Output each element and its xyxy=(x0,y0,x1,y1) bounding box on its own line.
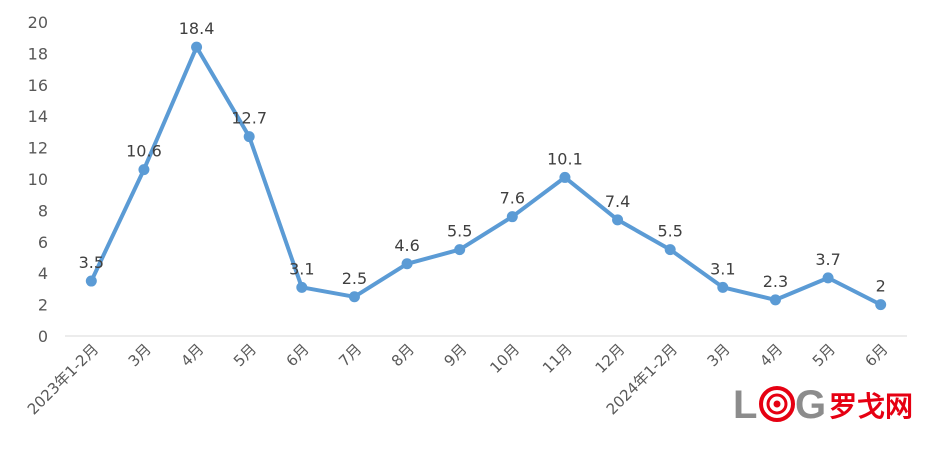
x-tick-label: 12月 xyxy=(592,340,629,377)
logo: L G 罗戈网 xyxy=(733,383,913,427)
x-tick-label: 3月 xyxy=(125,340,155,370)
y-tick-label: 20 xyxy=(28,13,48,32)
x-tick-label: 11月 xyxy=(539,340,576,377)
y-tick-label: 18 xyxy=(28,44,48,63)
logo-brand-name: 罗戈网 xyxy=(829,390,913,423)
data-point xyxy=(875,299,887,311)
logo-letter-g: G xyxy=(795,383,826,427)
x-tick-label: 9月 xyxy=(440,340,470,370)
x-tick-label: 4月 xyxy=(756,340,786,370)
data-label: 3.1 xyxy=(289,259,314,278)
y-axis: 0 2 4 6 8 10 12 14 16 18 20 xyxy=(28,13,48,346)
target-icon xyxy=(759,386,795,422)
data-label: 10.1 xyxy=(547,149,583,168)
data-point xyxy=(454,244,466,256)
data-point xyxy=(559,171,571,183)
data-label: 3.7 xyxy=(815,250,840,269)
data-point xyxy=(243,131,255,143)
data-point xyxy=(85,275,97,287)
x-tick-label: 2023年1-2月 xyxy=(24,340,102,418)
data-label: 3.5 xyxy=(79,253,104,272)
data-point xyxy=(191,41,203,53)
data-point xyxy=(822,272,834,284)
x-tick-label: 8月 xyxy=(388,340,418,370)
data-label: 7.6 xyxy=(500,189,525,208)
data-point xyxy=(138,164,150,176)
y-tick-label: 6 xyxy=(38,233,48,252)
data-label: 12.7 xyxy=(231,109,267,128)
y-tick-label: 2 xyxy=(38,296,48,315)
series-line xyxy=(89,45,883,307)
data-label: 3.1 xyxy=(710,259,735,278)
data-point xyxy=(348,291,360,303)
y-tick-label: 14 xyxy=(28,107,48,126)
data-label: 2.3 xyxy=(763,272,788,291)
data-label: 18.4 xyxy=(179,19,215,38)
y-tick-label: 4 xyxy=(38,264,48,283)
data-point xyxy=(506,211,518,223)
data-point xyxy=(296,281,308,293)
data-point xyxy=(401,258,413,270)
data-point xyxy=(717,281,729,293)
x-tick-label: 4月 xyxy=(177,340,207,370)
x-tick-label: 6月 xyxy=(283,340,313,370)
y-tick-label: 0 xyxy=(38,327,48,346)
data-label: 5.5 xyxy=(447,222,472,241)
data-point xyxy=(612,214,624,226)
data-point xyxy=(769,294,781,306)
x-tick-label: 7月 xyxy=(335,340,365,370)
y-tick-label: 12 xyxy=(28,139,48,158)
data-label: 2 xyxy=(876,277,886,296)
logo-letter-l: L xyxy=(733,383,757,427)
x-tick-label: 6月 xyxy=(861,340,891,370)
data-labels: 3.5 10.6 18.4 12.7 3.1 2.5 4.6 5.5 7.6 10.1 7.4 5.5… xyxy=(79,19,886,295)
y-tick-label: 10 xyxy=(28,170,48,189)
data-label: 4.6 xyxy=(394,236,419,255)
data-label: 10.6 xyxy=(126,142,162,161)
data-points xyxy=(85,41,887,311)
x-tick-label: 5月 xyxy=(230,340,260,370)
x-tick-label: 3月 xyxy=(704,340,734,370)
data-label: 5.5 xyxy=(657,222,682,241)
data-label: 2.5 xyxy=(342,269,367,288)
y-tick-label: 16 xyxy=(28,76,48,95)
data-label: 7.4 xyxy=(605,192,630,211)
data-point xyxy=(664,244,676,256)
x-tick-label: 10月 xyxy=(486,340,523,377)
x-tick-label: 5月 xyxy=(809,340,839,370)
y-tick-label: 8 xyxy=(38,201,48,220)
